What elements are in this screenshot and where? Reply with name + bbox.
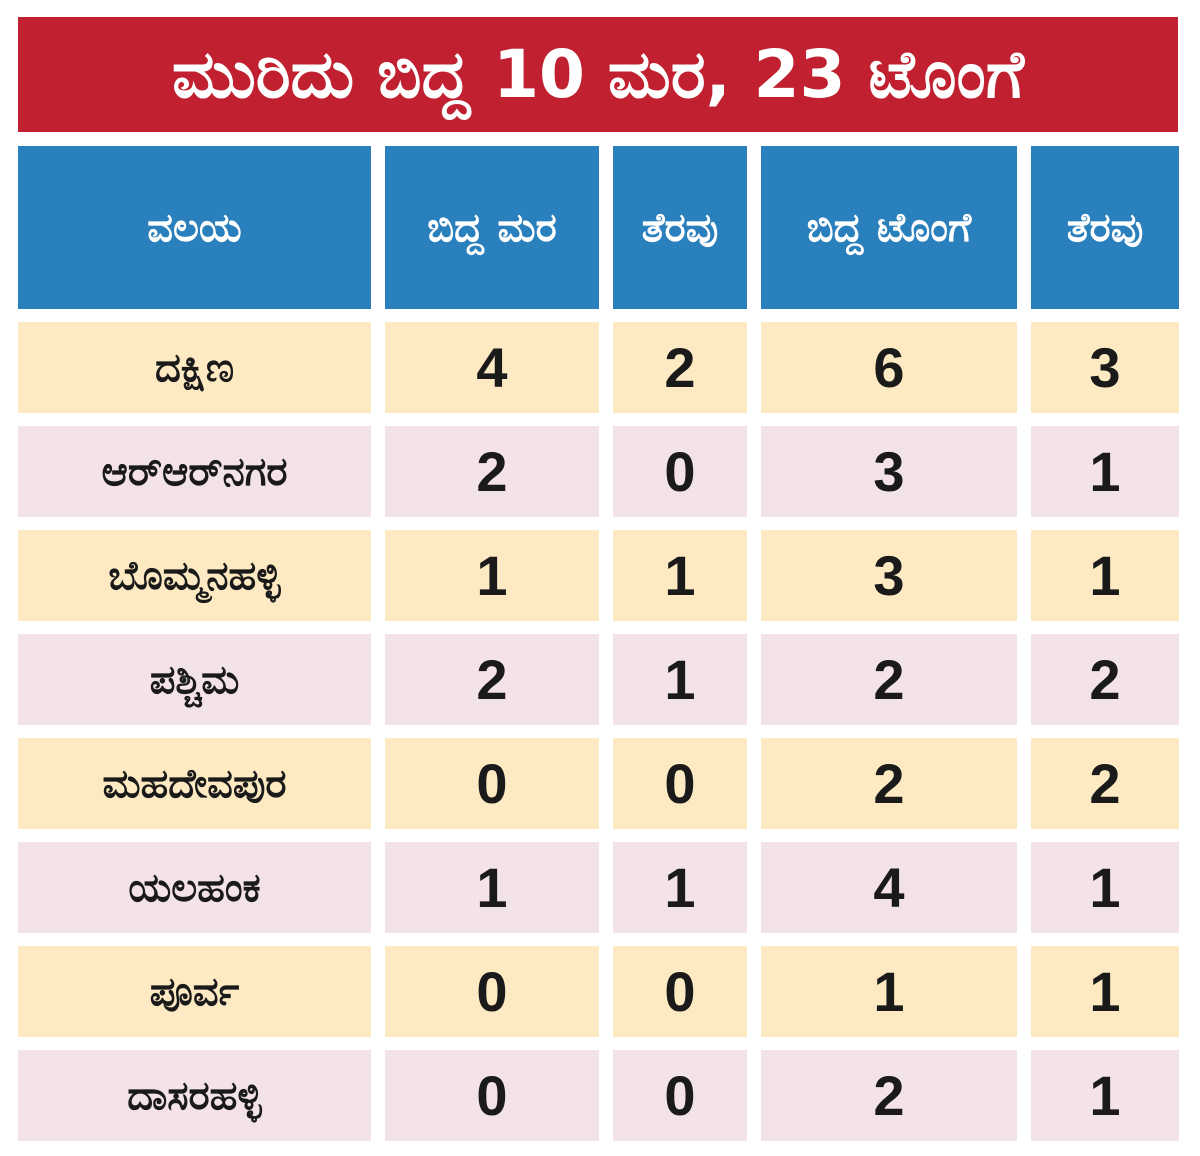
data-value: 1	[1089, 544, 1121, 607]
data-value: 2	[873, 1064, 905, 1127]
trees-cleared-cell: 1	[613, 842, 747, 933]
data-value: 1	[664, 544, 696, 607]
trees-cleared-cell: 2	[613, 322, 747, 413]
data-value: 2	[1089, 752, 1121, 815]
trees-cleared-cell: 1	[613, 530, 747, 621]
data-value: 2	[664, 336, 696, 399]
branches-cleared-cell: 1	[1031, 1050, 1179, 1141]
fallen-trees-cell: 0	[385, 738, 599, 829]
zone-cell: ದಕ್ಷಿಣ	[18, 322, 371, 413]
data-value: 1	[1089, 856, 1121, 919]
data-value: 0	[664, 960, 696, 1023]
fallen-branches-cell: 1	[761, 946, 1017, 1037]
data-value: 2	[873, 648, 905, 711]
data-value: 2	[476, 648, 508, 711]
fallen-trees-cell: 2	[385, 426, 599, 517]
zone-label: ಪೂರ್ವ	[149, 968, 240, 1015]
data-value: 0	[476, 1064, 508, 1127]
data-value: 1	[664, 648, 696, 711]
branches-cleared-cell: 1	[1031, 530, 1179, 621]
data-value: 2	[873, 752, 905, 815]
fallen-branches-cell: 2	[761, 738, 1017, 829]
zone-label: ಆರ್‌ಆರ್‌ನಗರ	[101, 448, 288, 495]
fallen-trees-cell: 0	[385, 946, 599, 1037]
trees-cleared-cell: 0	[613, 738, 747, 829]
data-value: 2	[1089, 648, 1121, 711]
fallen-branches-cell: 2	[761, 1050, 1017, 1141]
header-trees-cleared: ತೆರವು	[613, 146, 747, 309]
fallen-branches-cell: 2	[761, 634, 1017, 725]
data-value: 1	[664, 856, 696, 919]
data-value: 1	[476, 544, 508, 607]
data-table: ವಲಯ ಬಿದ್ದ ಮರ ತೆರವು ಬಿದ್ದ ಟೊಂಗೆ ತೆರವು ದಕ್…	[18, 146, 1179, 1141]
zone-cell: ದಾಸರಹಳ್ಳಿ	[18, 1050, 371, 1141]
zone-label: ದಕ್ಷಿಣ	[154, 344, 235, 391]
zone-cell: ಆರ್‌ಆರ್‌ನಗರ	[18, 426, 371, 517]
fallen-trees-cell: 0	[385, 1050, 599, 1141]
trees-cleared-cell: 0	[613, 946, 747, 1037]
zone-label: ದಾಸರಹಳ್ಳಿ	[127, 1072, 262, 1119]
data-value: 0	[476, 752, 508, 815]
title-bar: ಮುರಿದು ಬಿದ್ದ 10 ಮರ, 23 ಟೊಂಗೆ	[18, 17, 1178, 132]
branches-cleared-cell: 1	[1031, 946, 1179, 1037]
zone-label: ಬೊಮ್ಮನಹಳ್ಳಿ	[108, 552, 281, 599]
zone-cell: ಬೊಮ್ಮನಹಳ್ಳಿ	[18, 530, 371, 621]
zone-cell: ಪೂರ್ವ	[18, 946, 371, 1037]
zone-cell: ಪಶ್ಚಿಮ	[18, 634, 371, 725]
fallen-branches-cell: 4	[761, 842, 1017, 933]
data-value: 4	[476, 336, 508, 399]
header-branches-cleared: ತೆರವು	[1031, 146, 1179, 309]
data-value: 1	[1089, 440, 1121, 503]
chart-title: ಮುರಿದು ಬಿದ್ದ 10 ಮರ, 23 ಟೊಂಗೆ	[171, 35, 1025, 113]
data-value: 4	[873, 856, 905, 919]
trees-cleared-cell: 0	[613, 426, 747, 517]
branches-cleared-cell: 2	[1031, 738, 1179, 829]
branches-cleared-cell: 1	[1031, 842, 1179, 933]
zone-cell: ಮಹದೇವಪುರ	[18, 738, 371, 829]
data-value: 1	[476, 856, 508, 919]
zone-label: ಪಶ್ಚಿಮ	[149, 656, 240, 703]
data-value: 1	[1089, 1064, 1121, 1127]
data-value: 1	[1089, 960, 1121, 1023]
fallen-branches-cell: 3	[761, 426, 1017, 517]
data-value: 0	[664, 1064, 696, 1127]
fallen-branches-cell: 3	[761, 530, 1017, 621]
fallen-trees-cell: 4	[385, 322, 599, 413]
header-zone: ವಲಯ	[18, 146, 371, 309]
data-value: 0	[476, 960, 508, 1023]
data-value: 0	[664, 752, 696, 815]
data-value: 3	[1089, 336, 1121, 399]
zone-label: ಯಲಹಂಕ	[128, 864, 261, 911]
header-fallen-trees: ಬಿದ್ದ ಮರ	[385, 146, 599, 309]
header-fallen-branches: ಬಿದ್ದ ಟೊಂಗೆ	[761, 146, 1017, 309]
data-value: 0	[664, 440, 696, 503]
data-value: 3	[873, 440, 905, 503]
data-value: 1	[873, 960, 905, 1023]
fallen-trees-cell: 2	[385, 634, 599, 725]
fallen-trees-cell: 1	[385, 530, 599, 621]
zone-cell: ಯಲಹಂಕ	[18, 842, 371, 933]
trees-cleared-cell: 0	[613, 1050, 747, 1141]
data-value: 6	[873, 336, 905, 399]
zone-label: ಮಹದೇವಪುರ	[102, 760, 287, 807]
branches-cleared-cell: 2	[1031, 634, 1179, 725]
branches-cleared-cell: 3	[1031, 322, 1179, 413]
data-value: 3	[873, 544, 905, 607]
trees-cleared-cell: 1	[613, 634, 747, 725]
data-value: 2	[476, 440, 508, 503]
branches-cleared-cell: 1	[1031, 426, 1179, 517]
fallen-trees-cell: 1	[385, 842, 599, 933]
fallen-branches-cell: 6	[761, 322, 1017, 413]
